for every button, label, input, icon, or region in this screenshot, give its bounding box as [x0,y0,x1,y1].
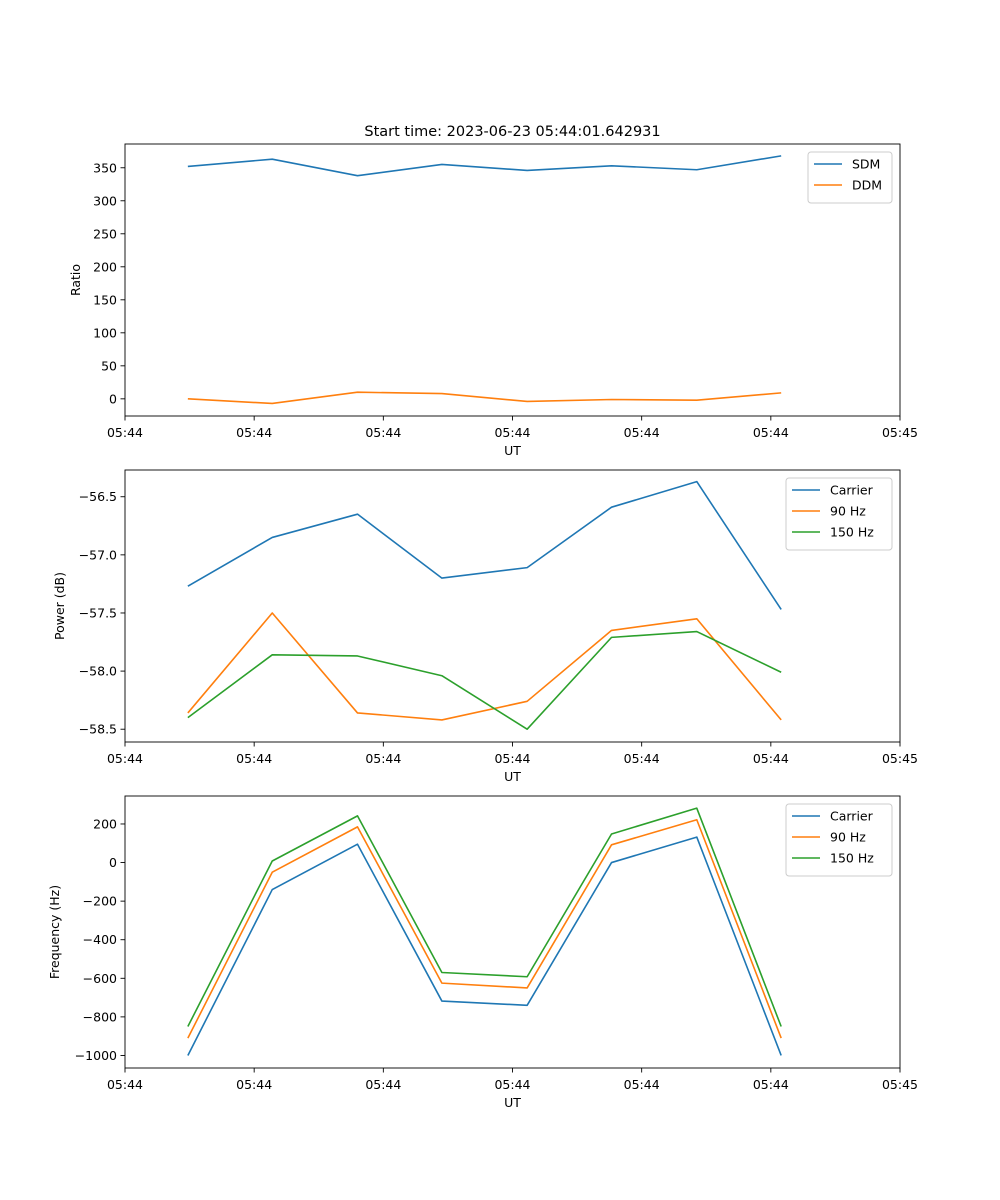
x-tick-label: 05:45 [882,751,918,766]
y-tick-label: 0 [109,855,117,870]
legend-label: SDM [852,157,880,172]
y-tick-label: 50 [101,358,117,373]
x-tick-label: 05:44 [107,425,143,440]
x-tick-label: 05:44 [624,1077,660,1092]
legend-label: Carrier [830,483,874,498]
x-tick-label: 05:44 [107,751,143,766]
y-tick-label: 200 [93,259,117,274]
x-tick-label: 05:44 [624,425,660,440]
series-line-90-hz [187,818,782,1039]
x-tick-label: 05:44 [365,1077,401,1092]
x-tick-label: 05:44 [494,425,530,440]
y-axis-label: Frequency (Hz) [47,885,62,979]
x-tick-label: 05:44 [236,1077,272,1092]
series-line-90-hz [187,612,782,721]
y-tick-label: −200 [83,894,117,909]
figure-title: Start time: 2023-06-23 05:44:01.642931 [364,124,660,140]
x-tick-label: 05:44 [624,751,660,766]
x-tick-label: 05:44 [365,425,401,440]
y-tick-label: −58.5 [79,722,117,737]
legend-label: Carrier [830,809,874,824]
x-tick-label: 05:44 [494,751,530,766]
subplot-3: 05:44 05:44 05:44 05:44 05:44 05:44 05:45 200 0 −… [47,795,918,1110]
y-axis-label: Power (dB) [52,572,67,640]
y-tick-label: 250 [93,226,117,241]
plot-frame [124,143,901,417]
subplot-2: 05:44 05:44 05:44 05:44 05:44 05:44 05:45 −56.5… [52,469,918,784]
y-tick-label: 150 [93,292,117,307]
y-tick-label: 350 [93,160,117,175]
y-tick-label: 100 [93,325,117,340]
plot-frame [124,469,901,743]
legend-label: DDM [852,178,882,193]
y-tick-label: −58.0 [79,664,117,679]
legend-label: 90 Hz [830,830,866,845]
x-tick-label: 05:44 [107,1077,143,1092]
legend: SDM DDM [807,151,893,204]
legend: Carrier 90 Hz 150 Hz [785,477,893,551]
y-tick-label: 0 [109,391,117,406]
y-tick-label: −57.0 [79,547,117,562]
series-line-150-hz [187,807,782,1027]
legend-label: 150 Hz [830,525,874,540]
x-tick-label: 05:45 [882,1077,918,1092]
x-tick-label: 05:44 [753,751,789,766]
y-axis-label: Ratio [68,264,83,296]
x-tick-label: 05:44 [494,1077,530,1092]
y-tick-label: −56.5 [79,489,117,504]
y-tick-label: 200 [93,816,117,831]
series-line-ddm [187,391,782,405]
y-tick-label: −57.5 [79,605,117,620]
y-tick-label: −400 [83,932,117,947]
x-tick-label: 05:44 [753,425,789,440]
y-tick-label: 300 [93,193,117,208]
legend: Carrier 90 Hz 150 Hz [785,803,893,877]
x-axis-label: UT [504,769,521,784]
x-tick-label: 05:44 [236,751,272,766]
x-tick-label: 05:44 [753,1077,789,1092]
x-tick-label: 05:44 [236,425,272,440]
y-tick-label: −600 [83,971,117,986]
subplot-1: 05:44 05:44 05:44 05:44 05:44 05:44 05:45 350 30… [68,143,918,458]
series-line-carrier [187,836,782,1056]
legend-label: 90 Hz [830,504,866,519]
x-axis-label: UT [504,443,521,458]
x-tick-label: 05:44 [365,751,401,766]
legend-label: 150 Hz [830,851,874,866]
series-line-sdm [187,155,782,177]
series-line-carrier [187,480,782,610]
series-line-150-hz [187,630,782,731]
x-axis-label: UT [504,1095,521,1110]
x-tick-label: 05:45 [882,425,918,440]
y-tick-label: −800 [83,1009,117,1024]
y-tick-label: −1000 [75,1048,117,1063]
